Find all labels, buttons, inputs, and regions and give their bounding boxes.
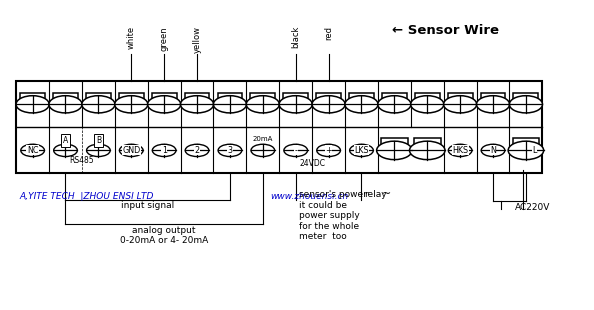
Bar	[381, 138, 407, 145]
Text: ~: ~	[381, 188, 391, 199]
Circle shape	[284, 144, 308, 157]
Circle shape	[87, 144, 110, 157]
Text: B: B	[96, 136, 101, 145]
Circle shape	[213, 96, 247, 113]
Text: NC: NC	[27, 146, 39, 155]
Text: +: +	[326, 146, 332, 155]
Circle shape	[510, 96, 542, 113]
Circle shape	[181, 96, 214, 113]
Circle shape	[147, 96, 181, 113]
Text: 20mA: 20mA	[252, 136, 273, 142]
Bar	[513, 93, 538, 99]
Circle shape	[82, 96, 115, 113]
Circle shape	[119, 144, 143, 157]
Bar	[283, 93, 308, 99]
Circle shape	[247, 96, 279, 113]
Text: A,YITE TECH  |ZHOU ENSI LTD: A,YITE TECH |ZHOU ENSI LTD	[19, 192, 153, 201]
Circle shape	[53, 144, 77, 157]
Text: yellow: yellow	[192, 26, 201, 53]
Bar	[251, 93, 275, 99]
Circle shape	[312, 96, 345, 113]
Text: 3: 3	[228, 146, 232, 155]
Bar	[349, 93, 374, 99]
Bar	[20, 93, 45, 99]
Bar	[415, 93, 440, 99]
Bar	[448, 93, 473, 99]
Text: input signal: input signal	[121, 201, 175, 210]
Circle shape	[345, 96, 378, 113]
Bar	[382, 93, 407, 99]
Text: it could be
power supply
for the whole
meter  too: it could be power supply for the whole m…	[299, 201, 359, 241]
Text: www.zhouensi.cn: www.zhouensi.cn	[270, 192, 349, 201]
Bar	[316, 93, 341, 99]
Text: ← Sensor Wire: ← Sensor Wire	[391, 24, 498, 37]
Circle shape	[49, 96, 82, 113]
Bar	[86, 93, 111, 99]
Text: AC220V: AC220V	[516, 203, 551, 212]
Circle shape	[317, 144, 340, 157]
Text: L: L	[532, 146, 536, 155]
Circle shape	[409, 141, 445, 160]
Text: 1: 1	[162, 146, 167, 155]
Text: black: black	[291, 26, 300, 48]
Circle shape	[476, 96, 510, 113]
Circle shape	[410, 96, 444, 113]
Circle shape	[21, 144, 45, 157]
Circle shape	[16, 96, 49, 113]
Text: 2: 2	[194, 146, 200, 155]
Text: red: red	[324, 26, 333, 40]
Text: RS485: RS485	[69, 156, 94, 165]
Circle shape	[377, 141, 412, 160]
Text: HKS: HKS	[452, 146, 468, 155]
Bar	[151, 93, 176, 99]
Circle shape	[350, 144, 373, 157]
Bar	[481, 93, 505, 99]
Circle shape	[279, 96, 312, 113]
Circle shape	[508, 141, 544, 160]
Text: analog output
0-20mA or 4- 20mA: analog output 0-20mA or 4- 20mA	[120, 226, 208, 245]
Text: A: A	[63, 136, 68, 145]
Text: 24VDC: 24VDC	[299, 159, 325, 168]
Text: GND: GND	[122, 146, 140, 155]
Text: green: green	[160, 26, 169, 51]
Text: LKS: LKS	[354, 146, 369, 155]
Text: N: N	[490, 146, 496, 155]
Circle shape	[378, 96, 411, 113]
Bar	[16, 81, 542, 173]
Bar	[53, 93, 78, 99]
Circle shape	[218, 144, 242, 157]
Text: -: -	[294, 146, 297, 155]
Bar	[119, 93, 144, 99]
Text: sensor's power: sensor's power	[299, 190, 366, 199]
Bar	[414, 138, 441, 145]
Bar	[185, 93, 210, 99]
Circle shape	[481, 144, 505, 157]
Circle shape	[448, 144, 472, 157]
Text: white: white	[127, 26, 136, 49]
Circle shape	[185, 144, 209, 157]
Bar	[513, 138, 539, 145]
Circle shape	[444, 96, 477, 113]
Bar	[217, 93, 242, 99]
Text: relay: relay	[365, 190, 387, 199]
Circle shape	[115, 96, 148, 113]
Circle shape	[251, 144, 274, 157]
Circle shape	[152, 144, 176, 157]
